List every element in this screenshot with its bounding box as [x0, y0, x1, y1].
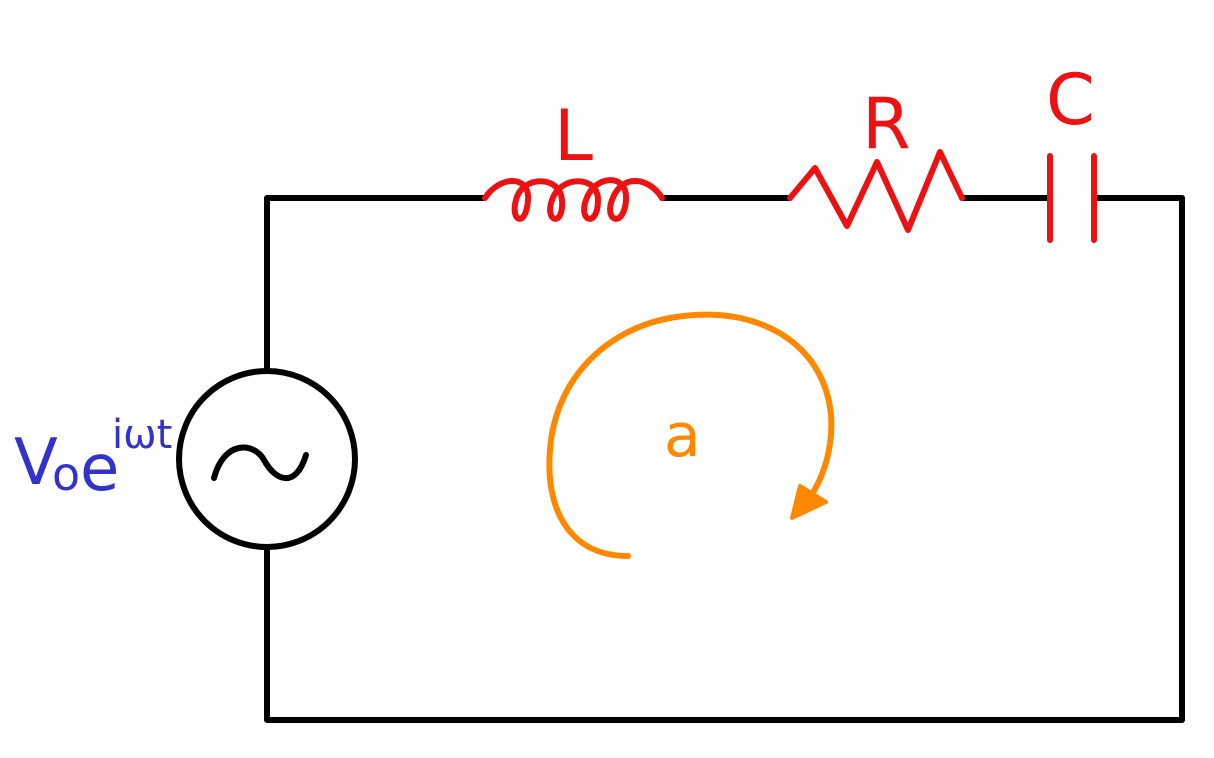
capacitor-label: C	[1046, 59, 1095, 141]
source-label-sub: o	[52, 447, 80, 501]
inductor-coil	[482, 177, 665, 222]
resistor-zigzag	[787, 149, 965, 233]
ac-source-circle	[176, 368, 358, 550]
resistor-label: R	[862, 83, 911, 165]
loop-current: a	[546, 311, 835, 559]
source-label: V o e iωt	[14, 412, 172, 506]
inductor-label: L	[554, 95, 593, 177]
source-label-v: V	[14, 426, 58, 500]
loop-label: a	[664, 401, 701, 471]
wire-left-top	[264, 195, 488, 373]
arrowhead-icon	[790, 484, 828, 520]
source-label-exponent: iωt	[112, 412, 172, 458]
ac-sine-icon	[211, 444, 309, 481]
clockwise-arrow-icon	[546, 311, 835, 559]
source-label-e: e	[80, 432, 119, 506]
circuit-wires	[264, 195, 1185, 723]
capacitor	[1047, 153, 1097, 243]
ac-source	[176, 368, 358, 550]
wire-c-to-right	[264, 195, 1185, 723]
